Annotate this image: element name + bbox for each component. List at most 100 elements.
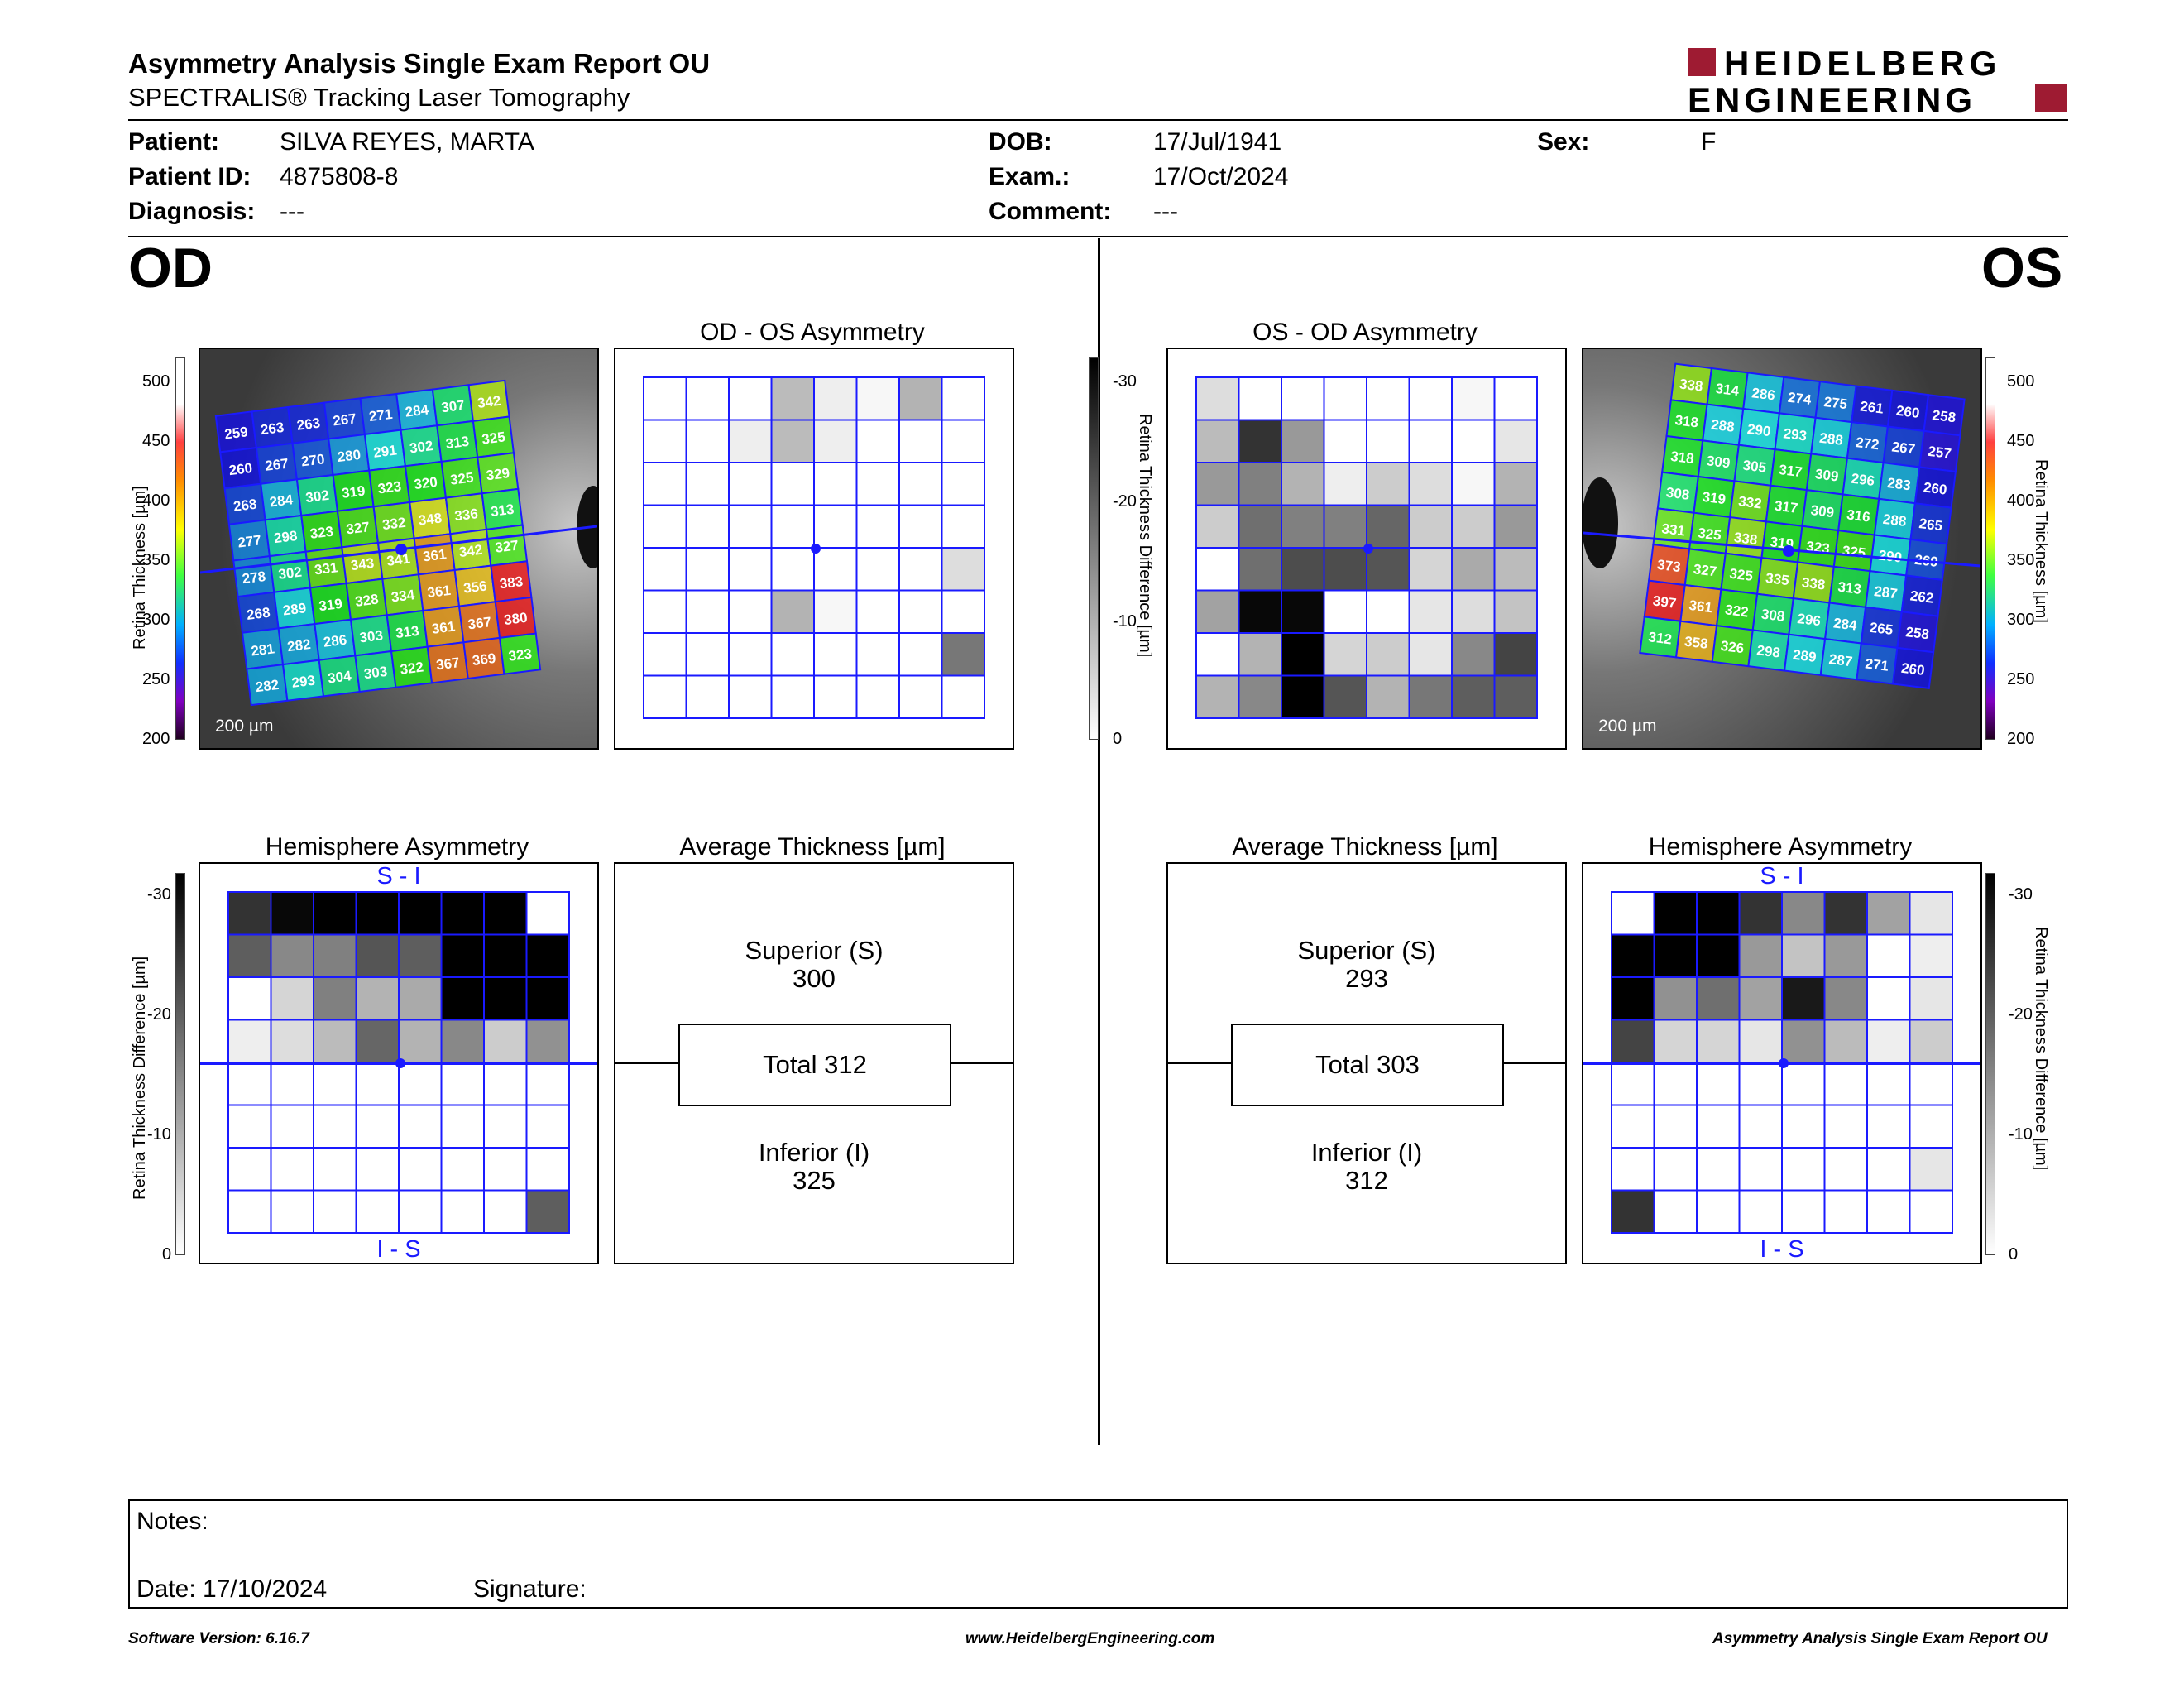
od-asym-cell — [685, 547, 730, 592]
od-asym-cell — [770, 589, 815, 634]
os-map-value: 317 — [1778, 462, 1803, 480]
os-map-value: 314 — [1715, 381, 1741, 399]
od-asym-cell — [728, 632, 773, 677]
os-map-value: 286 — [1751, 385, 1775, 403]
od-map-value: 383 — [499, 573, 524, 592]
od-map-value: 369 — [472, 650, 496, 669]
os-hemi-cell — [1823, 1189, 1868, 1234]
od-thickness-map: 259 263 263 267 271 284 307 342 260 267 270 280 291 3… — [200, 349, 597, 748]
os-tick-300: 300 — [2007, 611, 2035, 629]
od-asym-cell — [685, 419, 730, 463]
od-asym-cell — [728, 547, 773, 592]
od-hemi-cell — [440, 1104, 485, 1149]
os-asym-cell — [1323, 504, 1367, 549]
od-map-value: 280 — [337, 447, 362, 465]
dob-label: DOB: — [989, 128, 1052, 156]
od-asym-cell — [898, 632, 943, 677]
od-asym-cell — [813, 589, 858, 634]
od-hemi-cell — [313, 976, 357, 1021]
od-asym-cell — [855, 462, 900, 506]
os-map-value: 318 — [1669, 448, 1694, 467]
od-asym-cell — [728, 674, 773, 719]
od-tick-250: 250 — [142, 670, 170, 688]
os-map-value: 267 — [1891, 439, 1916, 457]
od-map-value: 329 — [486, 465, 510, 483]
os-hemi-cell — [1611, 1104, 1655, 1149]
os-scale-bar: 200 µm — [1598, 717, 1656, 736]
od-hemi-cell — [483, 933, 528, 978]
od-asym-cell — [770, 674, 815, 719]
os-map-value: 308 — [1665, 485, 1690, 503]
os-asym-cell — [1281, 547, 1325, 592]
os-asym-cell — [1323, 547, 1367, 592]
os-map-value: 290 — [1878, 547, 1903, 565]
od-map-value: 268 — [246, 605, 271, 623]
os-hemi-cell — [1866, 1147, 1911, 1192]
notes-box[interactable]: Notes: Date: 17/10/2024 Signature: — [128, 1499, 2068, 1609]
os-map-value: 261 — [1859, 398, 1884, 416]
os-hemi-cell — [1909, 1104, 1953, 1149]
os-asym-cell — [1493, 504, 1538, 549]
os-asym-cell — [1408, 504, 1453, 549]
os-diff-tick-20: -20 — [2009, 1005, 2033, 1024]
od-map-value: 361 — [426, 583, 451, 601]
od-asym-cell — [941, 462, 985, 506]
os-asym-cell — [1366, 589, 1410, 634]
od-avg-panel: Superior (S) 300 Total 312 Inferior (I) … — [614, 862, 1014, 1264]
od-asym-cell — [941, 504, 985, 549]
os-map-value: 296 — [1851, 471, 1875, 489]
patient-id: 4875808-8 — [280, 163, 399, 190]
os-asym-cell — [1451, 547, 1496, 592]
od-asym-cell — [770, 419, 815, 463]
od-asym-cell — [941, 376, 985, 421]
os-asym-cell — [1408, 547, 1453, 592]
od-map-value: 313 — [395, 623, 419, 641]
od-asym-cell — [898, 419, 943, 463]
od-asym-cell — [643, 674, 687, 719]
os-hemi-cell — [1909, 933, 1953, 978]
os-hemi-cell — [1696, 1189, 1741, 1234]
os-hemi-cell — [1653, 891, 1698, 936]
os-map-value: 272 — [1855, 434, 1880, 453]
od-hemi-cell — [398, 1062, 443, 1106]
os-thickness-map: 338 314 286 274 275 261 260 258 318 288 290 293 288 2… — [1583, 349, 1980, 748]
os-asym-cell — [1238, 674, 1282, 719]
os-asym-cell — [1238, 632, 1282, 677]
os-hemi-cell — [1781, 1147, 1826, 1192]
od-map-value: 325 — [449, 469, 474, 487]
os-map-value: 331 — [1661, 520, 1686, 539]
os-map-value: 293 — [1783, 425, 1808, 444]
os-asym-cell — [1408, 376, 1453, 421]
od-map-value: 320 — [413, 474, 438, 492]
os-map-value: 287 — [1828, 651, 1853, 669]
od-hemi-cell — [313, 891, 357, 936]
logo-line2: ENGINEERING — [1688, 80, 1976, 116]
os-hemi-cell — [1611, 1019, 1655, 1063]
os-map-value: 309 — [1814, 466, 1839, 484]
os-hemi-cell — [1866, 976, 1911, 1021]
os-hemi-cell — [1781, 1062, 1826, 1106]
od-asym-cell — [898, 504, 943, 549]
os-inferior-value: 312 — [1345, 1166, 1388, 1195]
od-hemi-cell — [313, 1062, 357, 1106]
od-asym-cell — [770, 376, 815, 421]
os-map-value: 325 — [1697, 525, 1722, 544]
os-map-value: 289 — [1792, 647, 1817, 665]
os-asym-cell — [1408, 589, 1453, 634]
website-link[interactable]: www.HeidelbergEngineering.com — [965, 1630, 1215, 1647]
os-hemi-cell — [1653, 1019, 1698, 1063]
os-hemi-cell — [1738, 1147, 1783, 1192]
od-tick-400: 400 — [142, 492, 170, 510]
od-hemi-cell — [228, 976, 272, 1021]
od-hemi-cell — [525, 1104, 570, 1149]
od-hemi-cell — [525, 1062, 570, 1106]
os-hemi-cell — [1781, 933, 1826, 978]
od-map-value: 341 — [386, 550, 410, 568]
os-map-value: 316 — [1846, 506, 1870, 525]
os-asym-title: OS - OD Asymmetry — [1252, 319, 1478, 346]
os-map-value: 275 — [1823, 394, 1848, 412]
od-map-value: 348 — [418, 510, 443, 528]
os-map-value: 271 — [1864, 655, 1889, 674]
os-asym-cell — [1366, 547, 1410, 592]
od-diff-tick-30: -30 — [147, 885, 171, 904]
